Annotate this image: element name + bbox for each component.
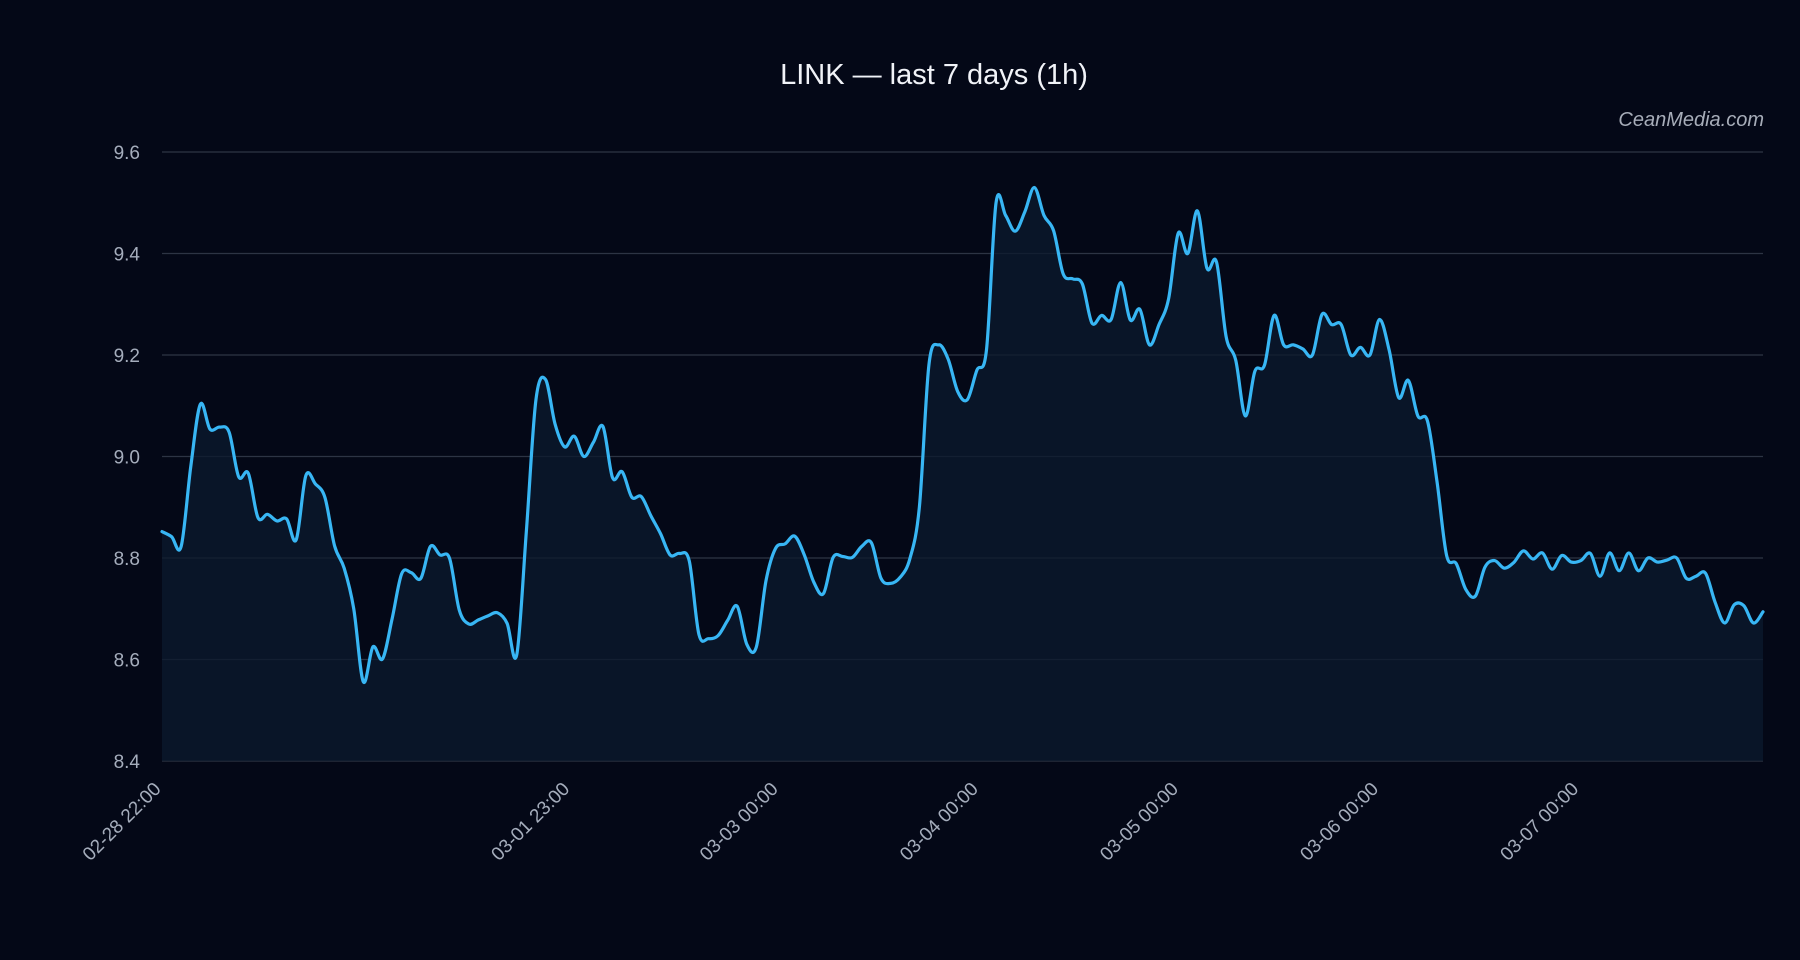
x-tick-label-0: 02-28 22:00 [79, 779, 166, 866]
x-tick-label-2: 03-03 00:00 [696, 779, 783, 866]
x-tick-5: 03-06 00:00 [1296, 779, 1383, 866]
x-axis-labels: 02-28 22:00 03-01 23:00 03-03 00:00 03-04 0… [79, 779, 1583, 866]
y-axis-labels: 8.4 8.6 8.8 9.0 9.2 9.4 9.6 [114, 143, 141, 773]
y-tick-label-8.8: 8.8 [114, 549, 140, 570]
y-tick-label-9.4: 9.4 [114, 245, 141, 266]
x-tick-label-5: 03-06 00:00 [1296, 779, 1383, 866]
y-tick-label-8.6: 8.6 [114, 651, 140, 672]
line-layer [160, 185, 1765, 684]
price-line [160, 185, 1765, 684]
chart-title: LINK — last 7 days (1h) [780, 59, 1088, 91]
x-tick-2: 03-03 00:00 [696, 779, 783, 866]
x-tick-4: 03-05 00:00 [1096, 779, 1183, 866]
y-tick-label-9.0: 9.0 [114, 448, 140, 469]
x-tick-label-6: 03-07 00:00 [1497, 779, 1584, 866]
watermark-text: CeanMedia.com [1618, 109, 1764, 131]
x-tick-label-1: 03-01 23:00 [488, 779, 575, 866]
area-layer [162, 187, 1763, 761]
x-tick-label-3: 03-04 00:00 [896, 779, 983, 866]
x-tick-0: 02-28 22:00 [79, 779, 166, 866]
x-tick-3: 03-04 00:00 [896, 779, 983, 866]
x-tick-label-4: 03-05 00:00 [1096, 779, 1183, 866]
x-tick-6: 03-07 00:00 [1497, 779, 1584, 866]
y-tick-label-8.4: 8.4 [114, 752, 141, 773]
y-tick-label-9.6: 9.6 [114, 143, 140, 164]
x-tick-1: 03-01 23:00 [488, 779, 575, 866]
price-area-fill [162, 187, 1763, 761]
y-tick-label-9.2: 9.2 [114, 346, 140, 367]
